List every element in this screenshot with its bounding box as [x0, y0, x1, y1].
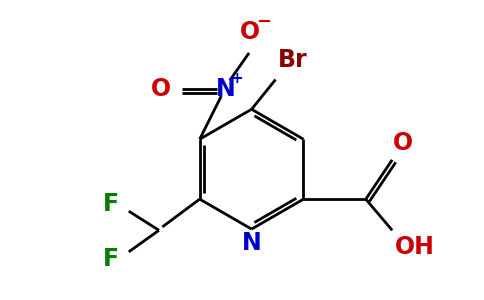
- Text: Br: Br: [278, 48, 307, 72]
- Text: N: N: [242, 232, 261, 256]
- Text: −: −: [256, 14, 271, 32]
- Text: O: O: [393, 131, 413, 155]
- Text: O: O: [240, 20, 260, 44]
- Text: F: F: [103, 192, 119, 216]
- Text: N: N: [216, 77, 236, 101]
- Text: +: +: [230, 71, 243, 86]
- Text: F: F: [103, 247, 119, 271]
- Text: OH: OH: [394, 235, 435, 259]
- Text: O: O: [151, 77, 171, 101]
